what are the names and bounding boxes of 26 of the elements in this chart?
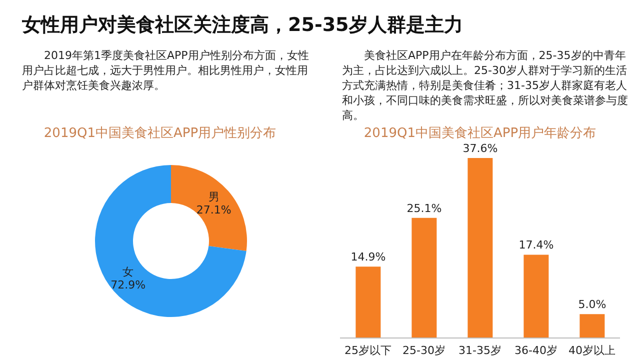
x-tick-label: 31-35岁 xyxy=(458,344,502,357)
x-tick-label: 25岁以下 xyxy=(344,344,392,357)
bar xyxy=(468,158,493,338)
slice-label: 女 xyxy=(122,266,134,279)
chart-title: 2019Q1中国美食社区APP用户性别分布 xyxy=(42,125,278,142)
data-label: 72.9% xyxy=(110,278,146,292)
chart-subtitle: 美食社区APP用户在年龄分布方面，25-35岁的中青年为主，占比达到六成以上。25-30岁人群对于学习新的生活方式充满热情，特别是美食佳肴；31-35岁人群家庭有老人和小孩，不同口味的美食需求旺盛，所以对美食菜谱参与度高。 xyxy=(342,48,629,123)
data-label: 25.1% xyxy=(406,202,442,215)
x-tick-label: 25-30岁 xyxy=(402,344,446,357)
chart-subtitle: 2019年第1季度美食社区APP用户性别分布方面，女性用户占比超七成，远大于男性用户。相比男性用户，女性用户群体对烹饪美食兴趣浓厚。 xyxy=(22,48,310,93)
text: 女性用户对美食社区关注度高，25-35岁人群是主力 xyxy=(22,13,464,38)
x-tick-label: 40岁以上 xyxy=(568,344,616,357)
data-label: 27.1% xyxy=(196,203,232,216)
slice-label: 男 xyxy=(208,190,220,204)
bar xyxy=(412,218,437,338)
chart-title: 2019Q1中国美食社区APP用户年龄分布 xyxy=(362,125,598,142)
donut-slice xyxy=(95,165,246,317)
data-label: 37.6% xyxy=(462,142,498,155)
data-label: 14.9% xyxy=(350,250,386,264)
x-tick-label: 36-40岁 xyxy=(514,344,558,357)
bar xyxy=(524,254,549,338)
data-label: 17.4% xyxy=(518,238,554,252)
bar xyxy=(580,314,605,338)
data-label: 5.0% xyxy=(578,298,606,312)
donut-slice xyxy=(171,165,247,251)
bar xyxy=(356,266,381,338)
